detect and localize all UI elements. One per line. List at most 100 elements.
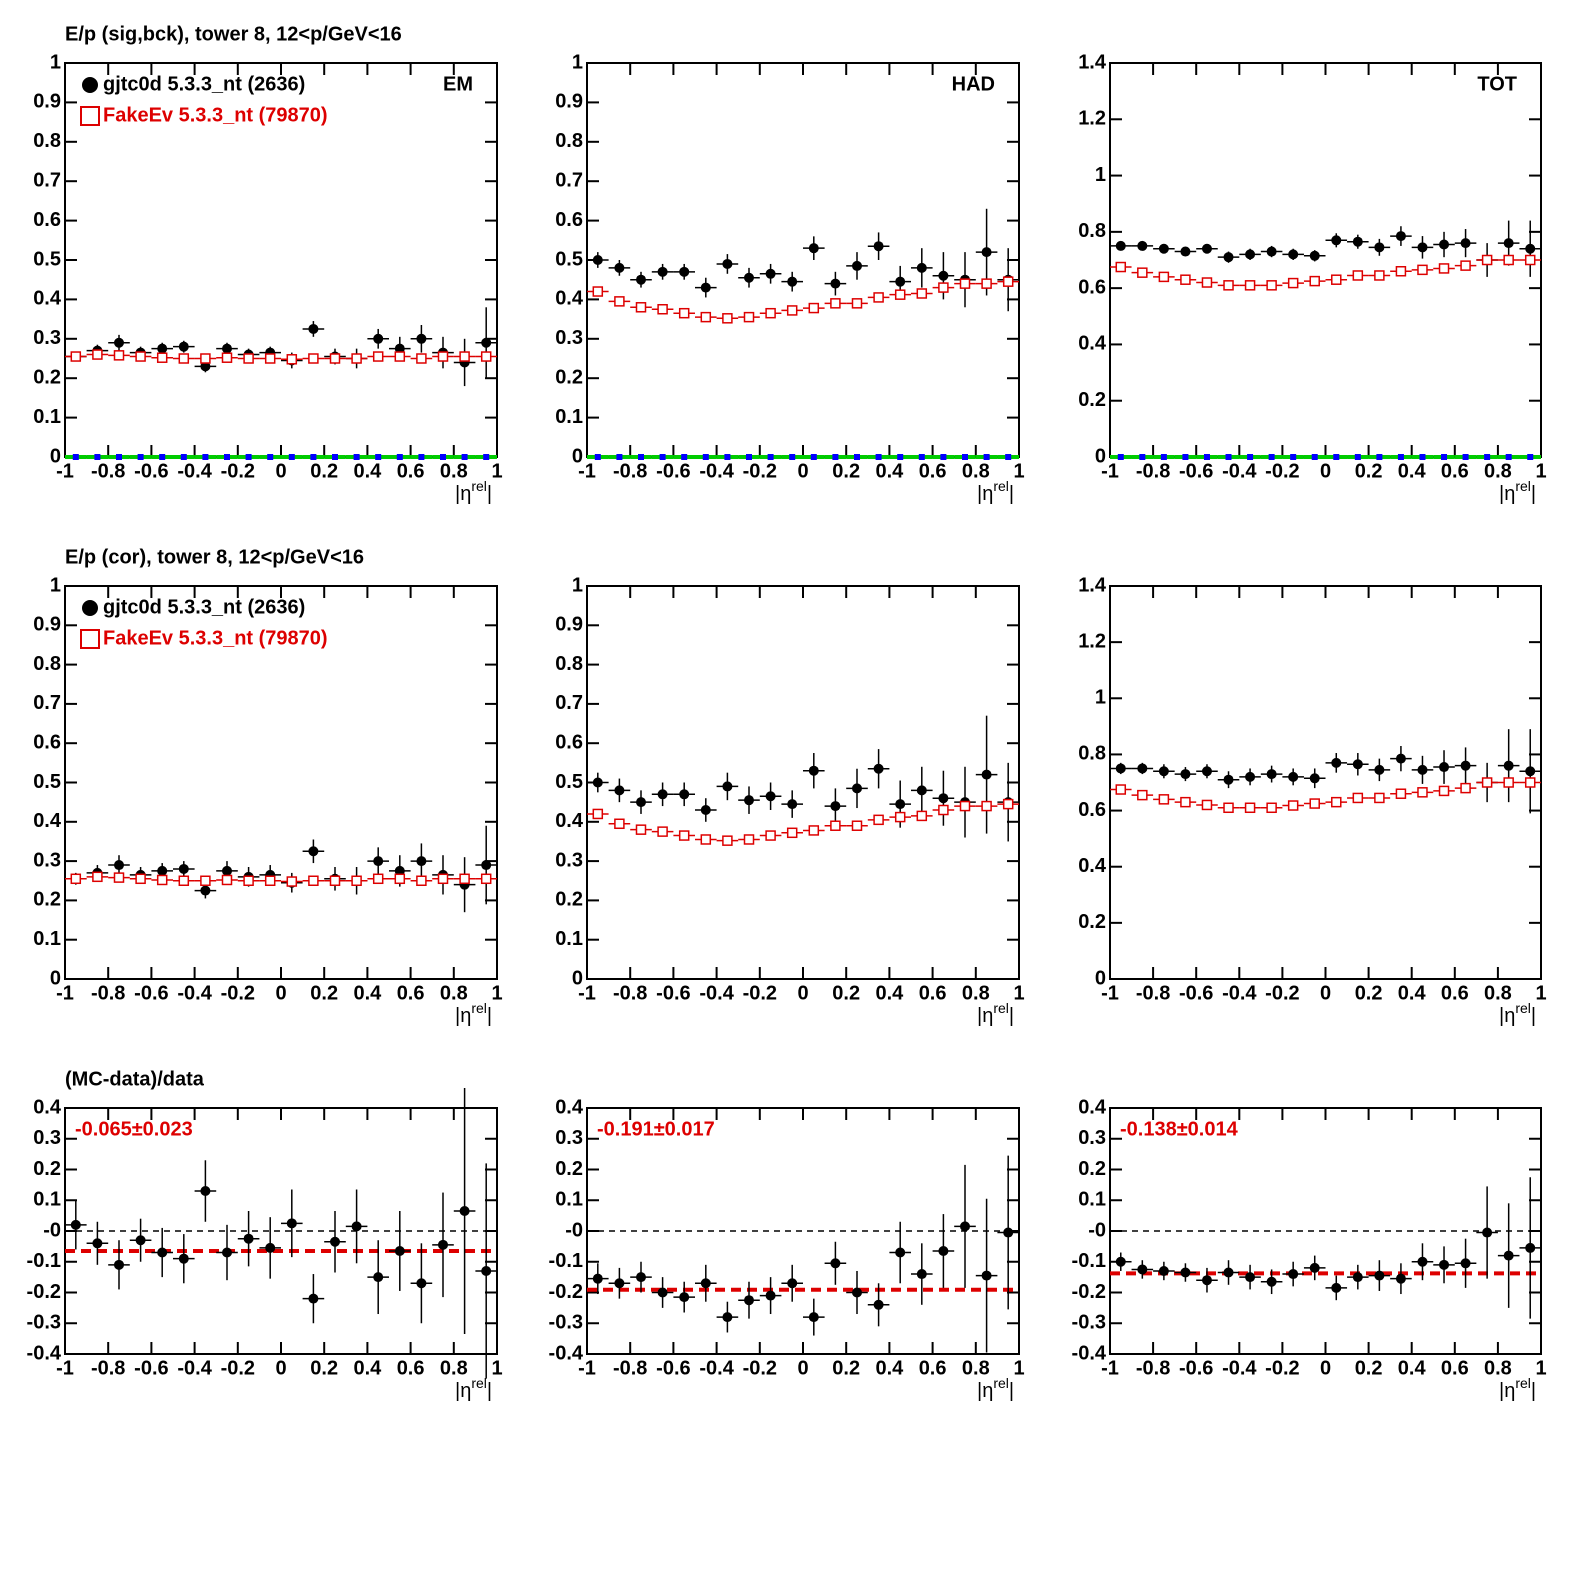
data-point bbox=[1201, 1275, 1212, 1286]
y-tick-label: 0.2 bbox=[1078, 389, 1106, 411]
data-point bbox=[1288, 249, 1299, 260]
data-point bbox=[786, 827, 798, 839]
data-point bbox=[265, 1242, 276, 1253]
data-point bbox=[416, 333, 427, 344]
legend-marker bbox=[82, 600, 98, 616]
y-tick-label: 0.2 bbox=[33, 889, 61, 911]
data-point bbox=[636, 1272, 646, 1283]
data-point bbox=[1309, 773, 1320, 784]
data-point bbox=[394, 1245, 405, 1256]
data-point bbox=[157, 1247, 168, 1258]
panel-label: EM bbox=[443, 73, 473, 95]
data-point bbox=[1503, 1250, 1514, 1261]
y-tick-label: -0 bbox=[43, 1219, 61, 1241]
legend-label: gjtc0d 5.3.3_nt (2636) bbox=[103, 596, 305, 618]
data-point bbox=[1005, 454, 1012, 460]
data-point bbox=[938, 270, 949, 281]
data-point bbox=[135, 1235, 146, 1246]
legend-label: gjtc0d 5.3.3_nt (2636) bbox=[103, 73, 305, 95]
x-tick-label: 0.2 bbox=[1355, 1357, 1383, 1379]
data-point bbox=[981, 800, 992, 812]
data-point bbox=[70, 351, 82, 362]
data-point bbox=[614, 818, 625, 830]
data-point bbox=[1331, 757, 1342, 768]
data-point bbox=[200, 875, 211, 886]
data-point bbox=[1460, 760, 1471, 771]
row-title: E/p (sig,bck), tower 8, 12<p/GeV<16 bbox=[65, 23, 402, 45]
x-tick-label: -1 bbox=[578, 982, 596, 1004]
data-point bbox=[1309, 275, 1320, 287]
data-point bbox=[222, 1247, 232, 1258]
x-tick-label: -0.6 bbox=[134, 460, 168, 482]
data-point bbox=[135, 351, 146, 362]
x-label-base: |η bbox=[977, 1380, 993, 1402]
y-tick-label: 0.9 bbox=[33, 614, 61, 636]
data-point bbox=[981, 278, 992, 289]
data-point bbox=[1180, 274, 1191, 285]
data-point bbox=[1139, 454, 1146, 460]
data-point bbox=[854, 454, 860, 460]
x-tick-label: -0.8 bbox=[613, 982, 647, 1004]
y-tick-label: 0.5 bbox=[555, 248, 583, 270]
y-tick-label: 0.4 bbox=[1078, 1096, 1107, 1118]
data-point bbox=[1137, 267, 1148, 278]
x-tick-label: -0.4 bbox=[699, 982, 734, 1004]
data-point bbox=[178, 353, 190, 364]
x-label-end: | bbox=[1009, 1380, 1014, 1402]
legend-label: FakeEv 5.3.3_nt (79870) bbox=[103, 627, 328, 649]
data-point bbox=[592, 777, 603, 788]
data-point bbox=[744, 272, 754, 283]
data-point bbox=[396, 454, 403, 460]
y-tick-label: -0.4 bbox=[1072, 1342, 1107, 1364]
data-point bbox=[308, 353, 319, 364]
data-point bbox=[1002, 276, 1014, 287]
data-point bbox=[1331, 235, 1342, 246]
x-tick-label: 0.6 bbox=[397, 460, 425, 482]
data-point bbox=[1245, 249, 1256, 260]
data-point bbox=[437, 351, 449, 362]
x-tick-label: 0 bbox=[1320, 460, 1331, 482]
x-tick-label: 1 bbox=[491, 982, 502, 1004]
data-point bbox=[481, 860, 492, 871]
data-point bbox=[916, 288, 928, 299]
y-tick-label: 0.5 bbox=[33, 771, 61, 793]
data-point bbox=[264, 875, 276, 886]
y-tick-label: 0.3 bbox=[33, 327, 61, 349]
x-label-end: | bbox=[487, 1005, 492, 1027]
data-point bbox=[1352, 759, 1363, 770]
data-point bbox=[1395, 1273, 1406, 1284]
data-point bbox=[1482, 1227, 1493, 1238]
data-point bbox=[722, 1312, 733, 1323]
x-label-base: |η bbox=[977, 483, 993, 505]
x-tick-label: 0.8 bbox=[962, 1357, 990, 1379]
x-tick-label: -0.8 bbox=[1136, 982, 1170, 1004]
data-point bbox=[394, 343, 405, 354]
x-tick-label: -0.8 bbox=[91, 982, 125, 1004]
data-point bbox=[1287, 277, 1299, 289]
data-point bbox=[1158, 794, 1170, 805]
data-point bbox=[178, 1253, 189, 1264]
x-tick-label: 0.2 bbox=[832, 982, 860, 1004]
x-tick-label: -1 bbox=[578, 460, 596, 482]
y-tick-label: 0.3 bbox=[1078, 1127, 1106, 1149]
data-point bbox=[416, 856, 427, 867]
data-point bbox=[200, 1186, 211, 1197]
data-point bbox=[808, 243, 819, 254]
data-point bbox=[1158, 766, 1169, 777]
data-point bbox=[830, 820, 841, 831]
x-tick-label: 0.4 bbox=[875, 1357, 904, 1379]
data-point bbox=[288, 454, 295, 460]
data-point bbox=[702, 454, 709, 460]
y-tick-label: 0.9 bbox=[33, 91, 61, 113]
x-tick-label: 0.4 bbox=[875, 460, 904, 482]
data-point bbox=[116, 454, 122, 460]
x-tick-label: 0.2 bbox=[1355, 460, 1383, 482]
data-point bbox=[329, 353, 341, 364]
data-point bbox=[481, 337, 492, 348]
x-tick-label: -0.6 bbox=[1179, 982, 1213, 1004]
data-point bbox=[657, 789, 668, 800]
data-point bbox=[92, 349, 103, 360]
data-point bbox=[1331, 796, 1342, 808]
y-tick-label: 0 bbox=[1095, 967, 1106, 989]
